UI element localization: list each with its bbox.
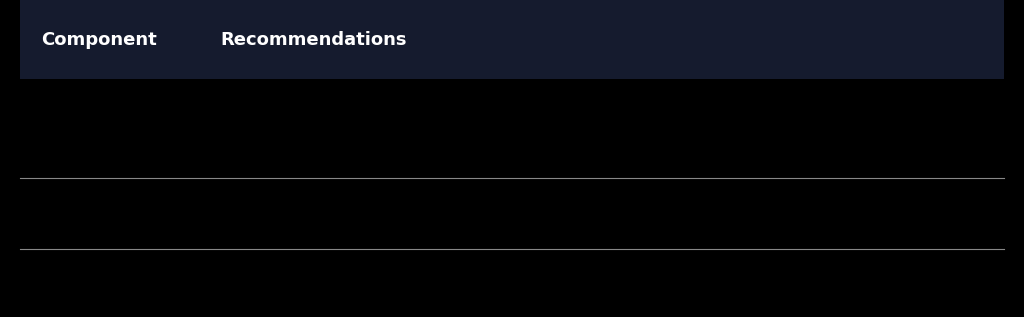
Text: Perform solvent correction; use the same DMSO concentration in running buffer an: Perform solvent correction; use the same… — [220, 278, 927, 293]
Bar — [20, 0, 1004, 79]
Text: DMSO: DMSO — [41, 278, 88, 293]
Text: Detergent: Detergent — [41, 205, 119, 220]
Text: Component: Component — [41, 31, 157, 49]
Text: Use the same type and concentration of detergent in both running buffer and samp: Use the same type and concentration of d… — [220, 205, 928, 220]
Text: Use the same type and concentration of salt in both running buffer and sample bu: Use the same type and concentration of s… — [220, 135, 880, 150]
Text: Recommendations: Recommendations — [220, 31, 407, 49]
Text: Salt: Salt — [41, 135, 71, 150]
